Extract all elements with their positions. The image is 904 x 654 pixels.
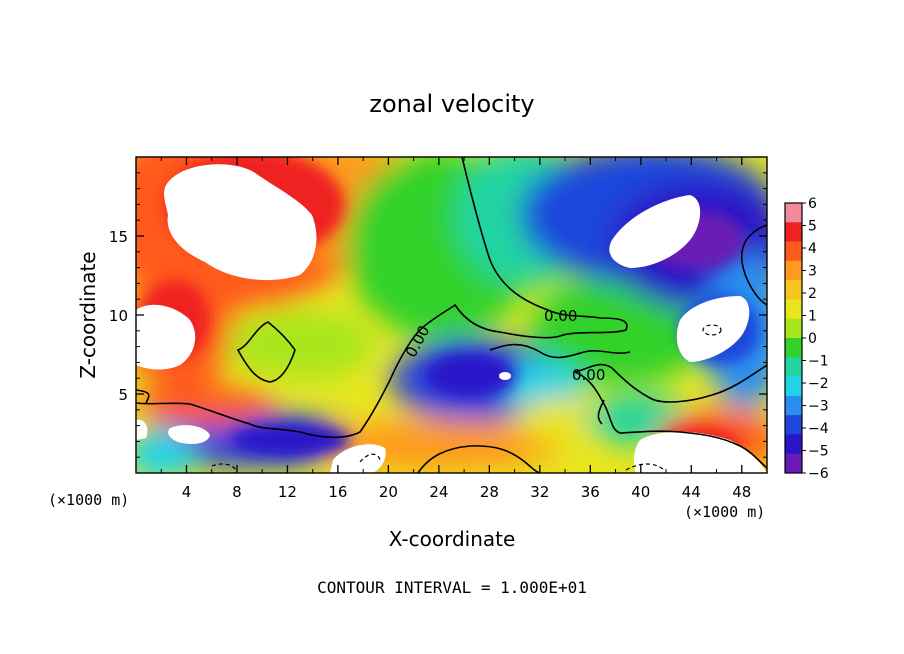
x-tick-label: 20	[379, 483, 398, 501]
saturated-regions	[136, 164, 767, 473]
colorbar-swatch	[785, 357, 802, 378]
x-tick-label: 28	[480, 483, 499, 501]
zero-contours	[136, 157, 767, 473]
colorbar-label: 3	[808, 264, 817, 280]
colorbar-label: −1	[808, 354, 829, 370]
colorbar-label: −2	[808, 376, 829, 392]
x-tick-label: 24	[429, 483, 448, 501]
dashed-contours	[211, 324, 722, 471]
x-axis-title: X-coordinate	[389, 527, 516, 551]
x-tick-label: 48	[732, 483, 751, 501]
colorbar-swatch	[785, 415, 802, 435]
colorbar-swatch	[785, 241, 802, 262]
colorbar-swatch	[785, 222, 802, 243]
x-tick-label: 32	[530, 483, 549, 501]
colorbar-label: 2	[808, 286, 817, 302]
x-tick-label: 16	[328, 483, 347, 501]
x-tick-label: 8	[232, 483, 242, 501]
x-unit-label: (×1000 m)	[48, 491, 129, 509]
heatmap-field	[136, 157, 767, 473]
y-tick-label: 10	[109, 307, 128, 325]
colorbar-swatch	[785, 453, 802, 474]
colorbar-swatch	[785, 260, 802, 281]
contour-interval-note: CONTOUR INTERVAL = 1.000E+01	[317, 578, 587, 597]
colorbar-swatch	[785, 338, 802, 358]
colorbar-swatch	[785, 395, 802, 416]
x-tick-label: 12	[278, 483, 297, 501]
contour-label: 0.00	[572, 366, 605, 384]
colorbar-swatch	[785, 376, 802, 397]
x-axis: 4 8 12 16 20 24 28 32 36 40 44 48	[160, 157, 751, 501]
colorbar-label: 1	[808, 309, 817, 325]
z-unit-label: (×1000 m)	[684, 503, 765, 521]
colorbar: 6 5 4 3 2 1 0 −1 −2 −3 −4 −5 −6	[784, 196, 829, 482]
y-axis: 5 10 15	[109, 172, 767, 458]
chart-title: zonal velocity	[369, 90, 534, 118]
colorbar-label: 4	[808, 241, 817, 257]
colorbar-swatch	[785, 299, 802, 320]
colorbar-swatch	[785, 318, 802, 339]
colorbar-label: −5	[808, 444, 829, 460]
colorbar-label: −6	[808, 466, 829, 482]
colorbar-swatch	[785, 434, 802, 455]
colorbar-label: 5	[808, 219, 817, 235]
x-tick-label: 40	[631, 483, 650, 501]
colorbar-swatch	[785, 203, 802, 223]
y-tick-label: 15	[109, 228, 128, 246]
y-tick-label: 5	[118, 386, 128, 404]
colorbar-label: 0	[808, 331, 817, 347]
x-tick-label: 4	[182, 483, 192, 501]
contour-label: 0.00	[544, 307, 577, 325]
x-tick-label: 44	[682, 483, 701, 501]
y-axis-title: Z-coordinate	[76, 251, 100, 378]
colorbar-label: −3	[808, 399, 829, 415]
colorbar-swatch	[785, 280, 802, 300]
colorbar-label: 6	[808, 196, 817, 212]
colorbar-label: −4	[808, 421, 829, 437]
x-tick-label: 36	[581, 483, 600, 501]
